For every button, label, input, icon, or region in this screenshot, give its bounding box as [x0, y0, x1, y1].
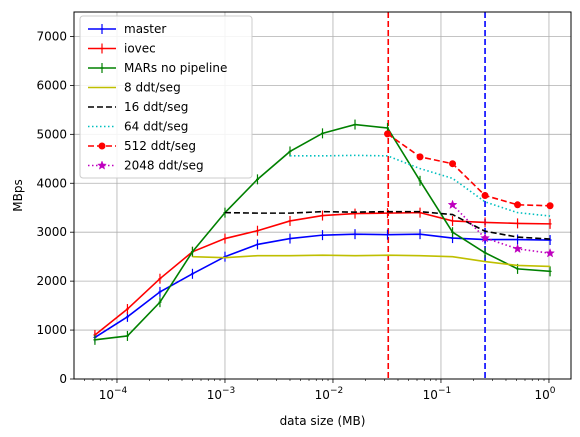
data-point-marker	[416, 153, 424, 161]
x-tick-label: 10−2	[315, 386, 344, 402]
y-tick-label: 5000	[36, 127, 67, 141]
data-point-marker	[97, 160, 107, 170]
series-line	[94, 233, 551, 339]
y-tick-label: 2000	[36, 274, 67, 288]
legend-entry: 2048 ddt/seg	[124, 159, 204, 173]
y-tick-label: 6000	[36, 78, 67, 92]
data-point-marker	[546, 202, 554, 210]
data-point-marker	[384, 130, 392, 138]
x-tick-label: 10−1	[423, 386, 452, 402]
series-line	[289, 154, 551, 217]
reference-lines	[387, 12, 486, 379]
data-point-marker	[480, 232, 491, 243]
y-tick-label: 1000	[36, 323, 67, 337]
series-line	[387, 133, 551, 207]
series-layer	[93, 119, 556, 345]
series-64-ddt-seg	[289, 154, 551, 217]
x-tick-label: 10−3	[207, 386, 236, 402]
x-tick-label: 10−4	[99, 386, 128, 402]
legend-entry: 8 ddt/seg	[124, 81, 181, 95]
series-iovec	[93, 207, 552, 340]
data-point-marker	[447, 199, 458, 210]
legend-entry: 64 ddt/seg	[124, 120, 188, 134]
legend-entry: 16 ddt/seg	[124, 100, 188, 114]
series-line	[451, 204, 551, 255]
y-axis-label: MBps	[11, 179, 25, 211]
legend-entry: iovec	[124, 42, 156, 56]
data-point-marker	[481, 192, 489, 199]
series-master	[93, 229, 552, 343]
series-16-ddt-seg	[224, 210, 551, 240]
legend-entry: MARs no pipeline	[124, 61, 227, 75]
series-8-ddt-seg	[192, 254, 551, 268]
legend: master iovec MARs no pipeline 8 ddt/seg 16 d…	[79, 15, 253, 179]
data-point-marker	[512, 243, 523, 254]
data-point-marker	[545, 248, 556, 258]
axis-ticks: 0 1000 2000 3000 4000 5000 6000 7000 10−4 10−3 10−…	[36, 29, 555, 402]
data-point-marker	[514, 201, 522, 209]
data-point-marker	[98, 142, 106, 150]
series-2048-ddt-seg	[447, 199, 556, 258]
legend-entry: 512 ddt/seg	[124, 139, 196, 153]
series-512-ddt-seg	[384, 130, 554, 210]
y-tick-label: 4000	[36, 176, 67, 190]
data-point-marker	[449, 160, 457, 168]
legend-entry: master	[124, 22, 166, 36]
y-tick-label: 0	[59, 372, 67, 386]
y-tick-label: 7000	[36, 29, 67, 43]
legend-box	[79, 15, 253, 179]
x-axis-label: data size (MB)	[280, 414, 366, 428]
series-line	[192, 254, 551, 268]
y-tick-label: 3000	[36, 225, 67, 239]
series-line	[224, 210, 551, 240]
x-tick-label: 100	[534, 386, 555, 402]
